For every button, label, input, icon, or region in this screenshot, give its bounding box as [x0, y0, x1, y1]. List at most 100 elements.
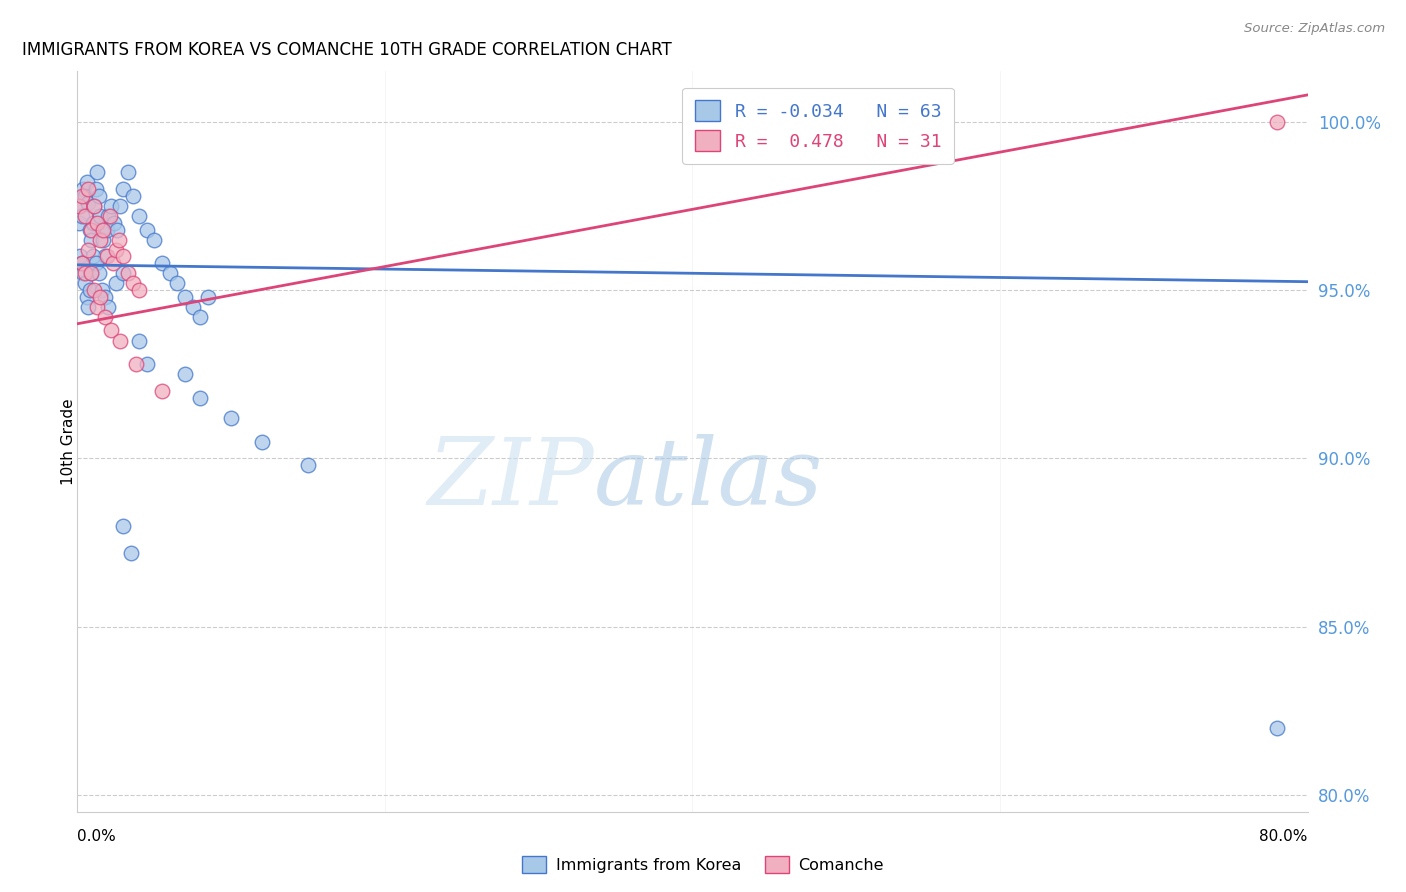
- Point: [80, 266, 103, 280]
- Point: [97, 300, 120, 314]
- Point: [83, 283, 105, 297]
- Text: IMMIGRANTS FROM KOREA VS COMANCHE 10TH GRADE CORRELATION CHART: IMMIGRANTS FROM KOREA VS COMANCHE 10TH G…: [22, 41, 672, 59]
- Point: [70, 209, 93, 223]
- Point: [1265, 721, 1288, 735]
- Point: [135, 222, 157, 236]
- Point: [73, 266, 96, 280]
- Point: [112, 249, 135, 263]
- Point: [104, 243, 127, 257]
- Point: [197, 290, 219, 304]
- Point: [174, 368, 197, 382]
- Point: [159, 266, 181, 280]
- Point: [89, 290, 111, 304]
- Point: [80, 266, 103, 280]
- Point: [94, 249, 117, 263]
- Point: [250, 434, 273, 449]
- Point: [110, 334, 132, 348]
- Point: [96, 222, 118, 236]
- Point: [77, 243, 100, 257]
- Point: [188, 310, 212, 324]
- Point: [86, 300, 108, 314]
- Point: [87, 189, 110, 203]
- Point: [219, 411, 242, 425]
- Point: [86, 165, 108, 179]
- Point: [150, 384, 173, 398]
- Point: [79, 283, 101, 297]
- Point: [84, 182, 107, 196]
- Point: [72, 266, 94, 280]
- Point: [72, 182, 94, 196]
- Point: [79, 222, 101, 236]
- Point: [150, 256, 173, 270]
- Text: ZIP: ZIP: [427, 434, 595, 524]
- Point: [1265, 115, 1288, 129]
- Point: [73, 209, 96, 223]
- Point: [70, 189, 93, 203]
- Point: [112, 182, 135, 196]
- Point: [77, 300, 100, 314]
- Point: [83, 199, 105, 213]
- Text: atlas: atlas: [595, 434, 824, 524]
- Y-axis label: 10th Grade: 10th Grade: [62, 398, 76, 485]
- Point: [121, 189, 143, 203]
- Point: [143, 233, 166, 247]
- Point: [100, 199, 122, 213]
- Point: [105, 222, 128, 236]
- Point: [93, 222, 115, 236]
- Point: [117, 266, 139, 280]
- Point: [87, 266, 110, 280]
- Point: [69, 249, 91, 263]
- Legend: R = -0.034   N = 63, R =  0.478   N = 31: R = -0.034 N = 63, R = 0.478 N = 31: [682, 87, 955, 164]
- Point: [128, 283, 150, 297]
- Point: [128, 334, 150, 348]
- Legend: Immigrants from Korea, Comanche: Immigrants from Korea, Comanche: [516, 849, 890, 880]
- Point: [89, 209, 111, 223]
- Point: [77, 195, 100, 210]
- Point: [77, 182, 100, 196]
- Point: [83, 199, 105, 213]
- Point: [174, 290, 197, 304]
- Text: Source: ZipAtlas.com: Source: ZipAtlas.com: [1244, 22, 1385, 36]
- Point: [69, 199, 91, 213]
- Point: [166, 277, 188, 291]
- Point: [121, 277, 143, 291]
- Point: [104, 277, 127, 291]
- Point: [82, 249, 104, 263]
- Point: [80, 222, 103, 236]
- Point: [67, 216, 90, 230]
- Point: [90, 222, 114, 236]
- Point: [82, 216, 104, 230]
- Point: [76, 290, 98, 304]
- Point: [120, 545, 142, 559]
- Point: [112, 266, 135, 280]
- Point: [94, 290, 117, 304]
- Point: [76, 175, 98, 189]
- Point: [67, 199, 90, 213]
- Point: [70, 256, 93, 270]
- Point: [73, 189, 96, 203]
- Point: [98, 209, 121, 223]
- Point: [97, 209, 120, 223]
- Point: [96, 249, 118, 263]
- Point: [108, 233, 131, 247]
- Point: [80, 233, 103, 247]
- Point: [128, 209, 150, 223]
- Point: [112, 518, 135, 533]
- Point: [94, 310, 117, 324]
- Point: [100, 323, 122, 337]
- Point: [125, 357, 148, 371]
- Point: [93, 233, 115, 247]
- Point: [188, 391, 212, 405]
- Point: [110, 199, 132, 213]
- Text: 0.0%: 0.0%: [77, 829, 117, 844]
- Point: [86, 216, 108, 230]
- Point: [297, 458, 319, 472]
- Point: [101, 256, 124, 270]
- Text: 80.0%: 80.0%: [1260, 829, 1308, 844]
- Point: [84, 256, 107, 270]
- Point: [90, 283, 114, 297]
- Point: [135, 357, 157, 371]
- Point: [89, 233, 111, 247]
- Point: [117, 165, 139, 179]
- Point: [73, 277, 96, 291]
